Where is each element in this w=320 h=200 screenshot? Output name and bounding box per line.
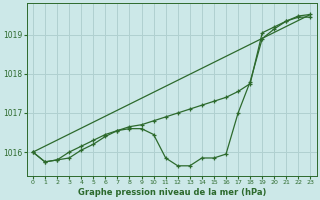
X-axis label: Graphe pression niveau de la mer (hPa): Graphe pression niveau de la mer (hPa): [77, 188, 266, 197]
